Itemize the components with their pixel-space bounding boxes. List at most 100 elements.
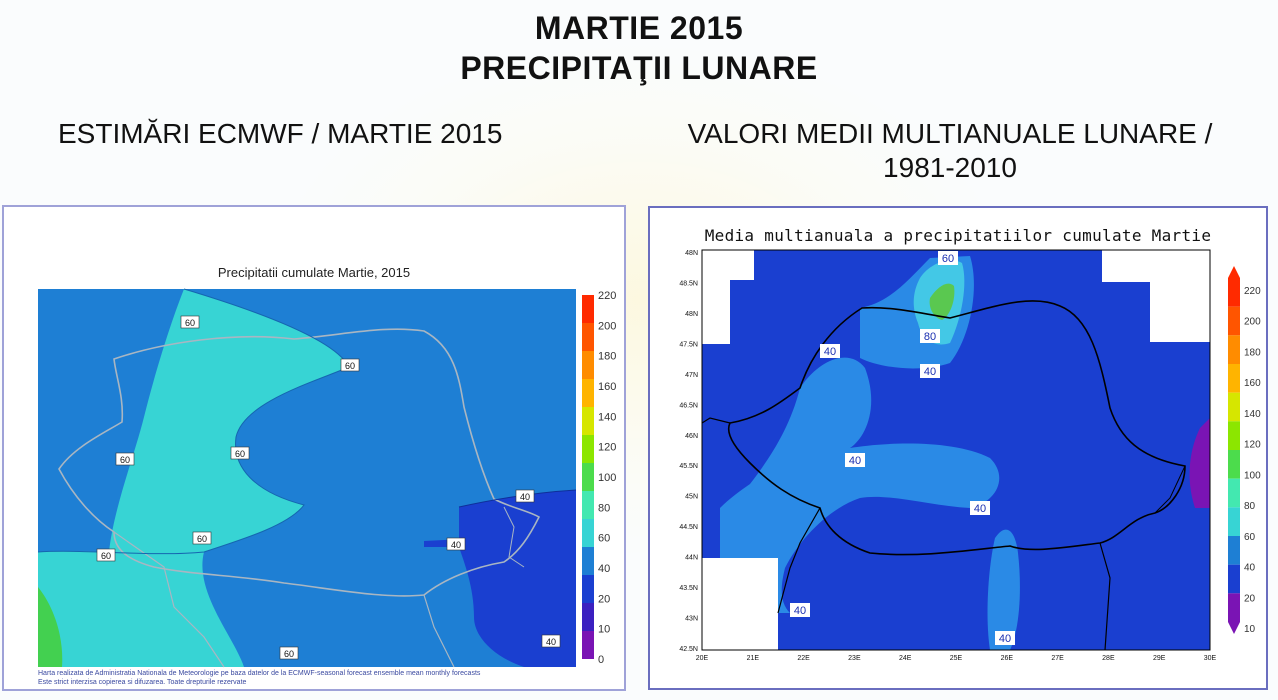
climatology-lat-label: 42.5N: [679, 646, 698, 653]
ecmwf-colorbar-label: 140: [598, 411, 616, 423]
climatology-colorbar-label: 140: [1244, 409, 1261, 420]
climatology-contour-label-box: [790, 603, 810, 617]
climatology-colorbar-segment: [1228, 392, 1240, 422]
climatology-contour-labels: 60 80 40 40 40 40 40 40: [790, 251, 1015, 645]
ecmwf-colorbar-label: 20: [598, 593, 610, 605]
ecmwf-colorbar-label: 0: [598, 654, 604, 666]
ecmwf-colorbar-label: 120: [598, 442, 616, 454]
ecmwf-contour-label: 40: [546, 637, 556, 647]
climatology-contour-label-box: [920, 329, 940, 343]
climatology-lat-label: 46N: [685, 433, 698, 440]
ecmwf-colorbar-segment: [582, 631, 594, 659]
climatology-lon-label: 25E: [950, 655, 963, 662]
climatology-contour-label: 40: [974, 503, 986, 515]
climatology-map-panel: Media multianuala a precipitatiilor cumu…: [648, 206, 1268, 690]
missing-area-e: [1150, 282, 1210, 342]
climatology-colorbar-label: 40: [1244, 563, 1256, 574]
climatology-colorbar-segment: [1228, 564, 1240, 594]
climatology-contour-label-box: [845, 453, 865, 467]
climatology-frame: [701, 249, 1211, 651]
ecmwf-colorbar-segment: [582, 379, 594, 407]
ecmwf-contour-label-box: [446, 537, 466, 551]
climatology-zone-10-20-east: [1189, 418, 1210, 508]
ecmwf-colorbar-label: 160: [598, 381, 616, 393]
ecmwf-contour-label: 60: [345, 361, 355, 371]
ecmwf-wet-zone-north: [109, 289, 349, 558]
danube-delta: [503, 506, 525, 568]
ecmwf-very-wet-zone: [38, 587, 63, 667]
ecmwf-contour-label: 60: [235, 449, 245, 459]
climatology-colorbar-label: 10: [1244, 624, 1256, 635]
bulgaria-border-right: [1099, 542, 1111, 651]
title-line-2: PRECIPITAŢII LUNARE: [460, 50, 818, 86]
missing-area-nw: [702, 250, 754, 280]
climatology-colorbar-segment: [1228, 593, 1240, 622]
climatology-contour-label: 40: [794, 605, 806, 617]
ecmwf-colorbar-label: 220: [598, 290, 616, 302]
ecmwf-contour-label: 60: [197, 534, 207, 544]
climatology-contour-label: 60: [942, 253, 954, 265]
ecmwf-contour-label: 60: [284, 649, 294, 659]
ecmwf-colorbar-label: 60: [598, 533, 610, 545]
ecmwf-colorbar-segment: [582, 295, 594, 323]
romania-border-right: [728, 300, 1186, 556]
ecmwf-colorbar-label: 100: [598, 472, 616, 484]
ecmwf-colorbar-segment: [582, 575, 594, 603]
climatology-contour-label-box: [995, 631, 1015, 645]
climatology-lat-label: 47.5N: [679, 341, 698, 348]
ecmwf-colorbar-label: 80: [598, 502, 610, 514]
ecmwf-colorbar-segment: [582, 547, 594, 575]
right-heading-line-1: VALORI MEDII MULTIANUALE LUNARE /: [687, 118, 1213, 149]
climatology-colorbar-segment: [1228, 306, 1240, 336]
ecmwf-contour-label: 40: [451, 540, 461, 550]
climatology-lat-label: 48N: [685, 250, 698, 257]
missing-area-ne: [1102, 250, 1210, 282]
climatology-axes: 48N 48.5N 48N 47.5N 47N 46.5N 46N 45.5N 45N 44.5N…: [679, 249, 1217, 662]
climatology-colorbar-label: 180: [1244, 347, 1261, 358]
romania-border: [58, 328, 541, 597]
ecmwf-contour-label-box: [180, 315, 200, 329]
ecmwf-contour-label: 60: [185, 318, 195, 328]
climatology-lon-label: 28E: [1102, 655, 1115, 662]
climatology-colorbar-label: 160: [1244, 378, 1261, 389]
page-title: MARTIE 2015 PRECIPITAŢII LUNARE: [0, 8, 1278, 88]
ecmwf-map-title: Precipitatii cumulate Martie, 2015: [217, 265, 411, 280]
ecmwf-contour-label-box: [115, 452, 135, 466]
ecmwf-colorbar-segment: [582, 519, 594, 547]
ecmwf-footnote-line-1: Harta realizata de Administratia Nationa…: [38, 670, 481, 677]
climatology-colorbar-segment: [1228, 421, 1240, 450]
climatology-colorbar-label: 120: [1244, 440, 1261, 451]
ecmwf-contour-label-box: [515, 489, 535, 503]
serbia-border-right: [777, 507, 821, 614]
ecmwf-colorbar-label: 40: [598, 563, 610, 575]
climatology-contour-label: 40: [999, 633, 1011, 645]
ecmwf-colorbar-label: 180: [598, 351, 616, 363]
left-heading: ESTIMĂRI ECMWF / MARTIE 2015: [58, 118, 503, 149]
climatology-lat-label: 45N: [685, 494, 698, 501]
climatology-colorbar-segment: [1228, 450, 1240, 479]
climatology-contour-label: 40: [824, 346, 836, 358]
climatology-lon-label: 21E: [747, 655, 760, 662]
climatology-lat-label: 45.5N: [679, 463, 698, 470]
climatology-lat-label: 46.5N: [679, 402, 698, 409]
ecmwf-contour-60: [37, 288, 350, 555]
ecmwf-wet-zone-south: [38, 551, 244, 667]
ecmwf-colorbar-label: 10: [598, 624, 610, 636]
climatology-zone-80-plus: [929, 283, 955, 320]
climatology-contour-label: 40: [849, 455, 861, 467]
ecmwf-colorbar-segment: [582, 323, 594, 351]
climatology-colorbar-label: 60: [1244, 532, 1256, 543]
climatology-colorbar-segment: [1228, 536, 1240, 565]
ecmwf-colorbar-segment: [582, 351, 594, 379]
climatology-lat-label: 44N: [685, 555, 698, 562]
ecmwf-contour-label: 60: [120, 455, 130, 465]
ecmwf-colorbar-label: 200: [598, 320, 616, 332]
right-heading: VALORI MEDII MULTIANUALE LUNARE / 1981-2…: [650, 117, 1250, 185]
ecmwf-footnote-line-2: Este strict interzisa copierea si difuza…: [38, 679, 247, 686]
climatology-lat-label: 48.5N: [679, 280, 698, 287]
climatology-lat-label: 47N: [685, 372, 698, 379]
climatology-colorbar-segment: [1228, 478, 1240, 508]
ecmwf-contour-labels: 60 60 60 60 40 40 40 60 60 60: [96, 315, 561, 660]
climatology-colorbar: 220 200 180 160 140 120 100 80 60 40 20 10: [1228, 266, 1261, 635]
climatology-contour-label: 40: [924, 366, 936, 378]
